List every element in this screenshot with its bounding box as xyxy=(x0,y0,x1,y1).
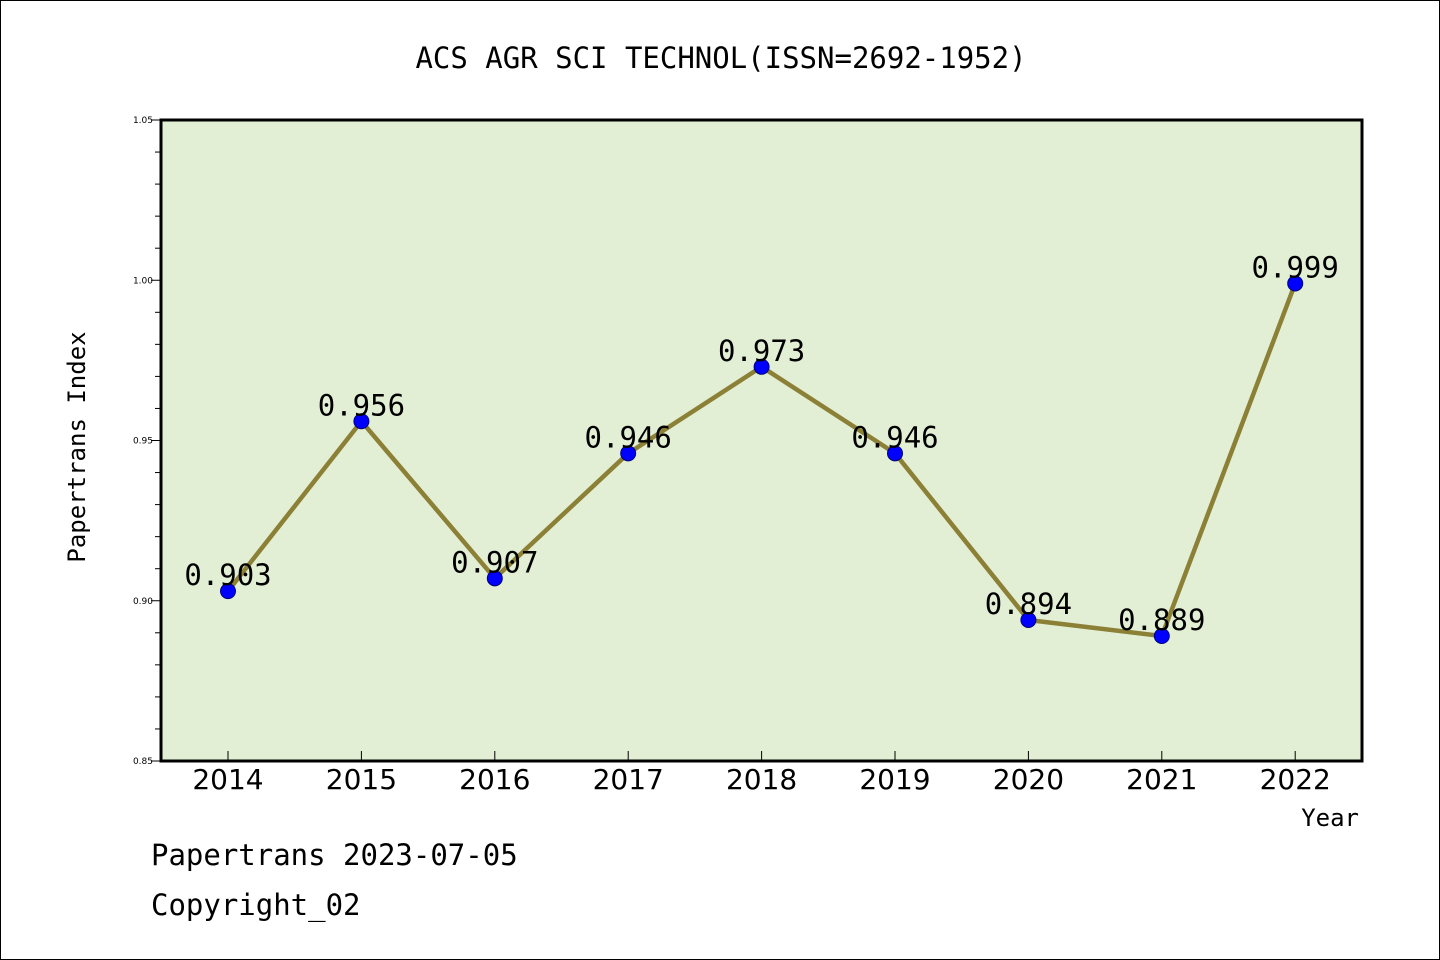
data-point xyxy=(220,583,236,600)
data-point xyxy=(753,358,770,375)
plot-border xyxy=(159,118,1364,763)
data-label: 0.894 xyxy=(985,587,1072,621)
data-point xyxy=(887,445,903,462)
data-point xyxy=(486,570,503,587)
data-point xyxy=(1153,628,1170,645)
x-axis-label: Year xyxy=(1301,804,1359,832)
y-tick-label: 0.85 xyxy=(133,757,153,767)
x-tick-label: 2017 xyxy=(593,763,664,796)
y-axis-label: Papertrans Index xyxy=(63,331,91,562)
data-point xyxy=(1287,275,1304,292)
data-label: 0.999 xyxy=(1252,250,1339,284)
data-label: 0.946 xyxy=(851,420,938,454)
y-tick-label: 1.00 xyxy=(133,276,153,286)
chart-title: ACS AGR SCI TECHNOL(ISSN=2692-1952) xyxy=(415,41,1026,75)
data-point xyxy=(620,445,637,462)
x-tick-label: 2015 xyxy=(326,763,397,796)
footer-copyright: Copyright_02 xyxy=(151,888,361,923)
x-tick-label: 2022 xyxy=(1260,763,1331,796)
x-axis-ticks: 2014 2015 2016 2017 2018 2019 2020 2021 2022 xyxy=(192,751,1331,796)
x-tick-label: 2016 xyxy=(459,763,530,796)
data-label: 0.956 xyxy=(318,388,405,422)
y-tick-label: 0.95 xyxy=(133,437,153,447)
y-tick-label: 1.05 xyxy=(133,116,153,126)
y-tick-label: 0.90 xyxy=(133,597,153,607)
data-label: 0.907 xyxy=(451,545,538,579)
data-label: 0.946 xyxy=(585,420,672,454)
x-tick-label: 2018 xyxy=(726,763,797,796)
footer-date: Papertrans 2023-07-05 xyxy=(151,838,518,872)
x-tick-label: 2019 xyxy=(859,763,930,796)
x-tick-label: 2021 xyxy=(1126,763,1197,796)
data-point xyxy=(353,413,370,430)
data-label: 0.903 xyxy=(184,558,271,592)
plot-area xyxy=(161,120,1362,761)
series-group xyxy=(220,275,1304,645)
data-labels-group: 0.903 0.956 0.907 0.946 0.973 0.946 0.894 0.889… xyxy=(184,250,1339,637)
data-point xyxy=(1020,611,1037,628)
x-tick-label: 2020 xyxy=(993,763,1064,796)
x-tick-label: 2014 xyxy=(192,763,263,796)
y-axis-ticks: 0.85 0.90 0.95 1.00 1.05 xyxy=(133,116,161,767)
data-label: 0.973 xyxy=(718,334,805,368)
data-label: 0.889 xyxy=(1118,603,1205,637)
